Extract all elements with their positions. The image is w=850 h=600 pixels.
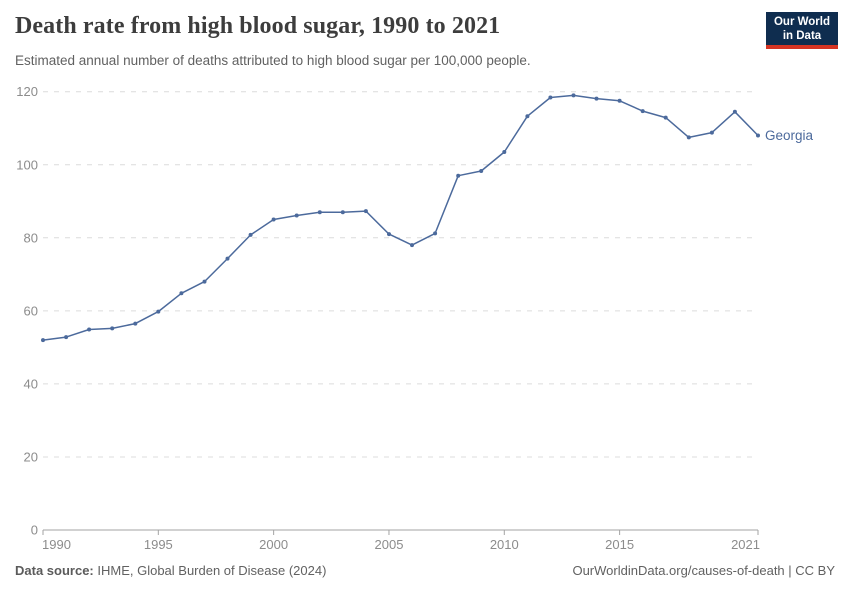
svg-text:2010: 2010 [490, 537, 519, 552]
owid-logo[interactable]: Our World in Data [766, 12, 838, 49]
svg-text:2005: 2005 [375, 537, 404, 552]
svg-text:60: 60 [24, 303, 38, 318]
series-label-georgia[interactable]: Georgia [765, 128, 814, 143]
svg-text:20: 20 [24, 449, 38, 464]
svg-text:80: 80 [24, 230, 38, 245]
data-line-georgia[interactable] [42, 94, 759, 341]
svg-text:2015: 2015 [605, 537, 634, 552]
x-axis-labels: 1990 1995 2000 2005 2010 2015 2021 [42, 537, 760, 552]
svg-text:120: 120 [16, 84, 38, 99]
y-axis-labels: 0 20 40 60 80 100 120 [16, 84, 38, 537]
owid-logo-line1: Our World [773, 16, 830, 28]
svg-text:1990: 1990 [42, 537, 71, 552]
svg-text:100: 100 [16, 157, 38, 172]
svg-text:1995: 1995 [144, 537, 173, 552]
svg-text:2000: 2000 [259, 537, 288, 552]
credit-link[interactable]: OurWorldinData.org/causes-of-death | CC … [572, 563, 835, 578]
page-title: Death rate from high blood sugar, 1990 t… [15, 13, 501, 39]
data-source-note: Data source: IHME, Global Burden of Dise… [15, 563, 326, 578]
chart-subtitle: Estimated annual number of deaths attrib… [15, 53, 531, 68]
chart-footer: Data source: IHME, Global Burden of Dise… [0, 563, 850, 578]
svg-text:40: 40 [24, 376, 38, 391]
y-gridlines [43, 91, 758, 531]
svg-text:2021: 2021 [731, 537, 760, 552]
data-source-label: Data source: [15, 563, 94, 578]
svg-text:0: 0 [31, 523, 38, 538]
data-point-markers[interactable] [41, 93, 760, 343]
data-source-text: IHME, Global Burden of Disease (2024) [93, 563, 327, 578]
x-axis-ticks [42, 530, 759, 535]
owid-logo-line2: in Data [782, 30, 822, 42]
